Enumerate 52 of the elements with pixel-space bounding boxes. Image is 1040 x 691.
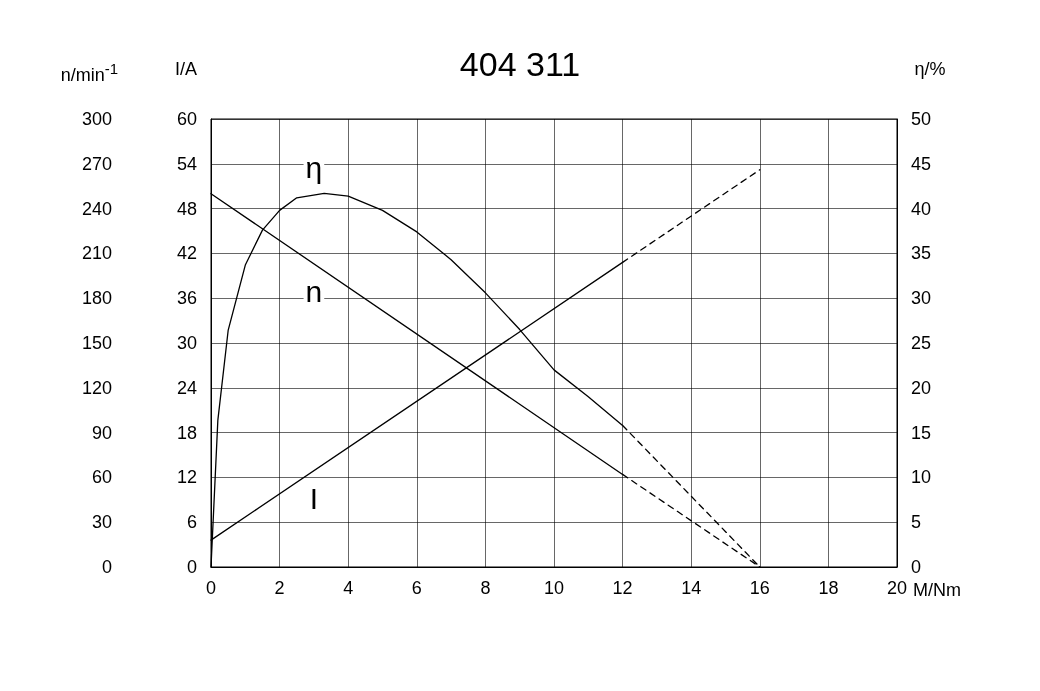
y3-tick-label: 45 (911, 153, 932, 174)
x-tick-label: 10 (543, 578, 565, 598)
y3-tick-label: 5 (911, 512, 922, 533)
series-label: η (305, 150, 323, 184)
y2-axis-title: I/A (174, 58, 198, 80)
series-label: I (309, 482, 319, 516)
y2-tick-label: 42 (176, 243, 197, 264)
y-tick-label: 270 (81, 153, 112, 174)
y-axis-title: n/min$^{-1}$ (60, 59, 118, 86)
y2-tick-label: 12 (176, 467, 197, 488)
x-tick-label: 2 (274, 578, 285, 598)
y2-tick-label: 30 (176, 333, 197, 353)
y2-tick-label: 48 (176, 198, 197, 219)
y2-tick-label: 18 (176, 422, 197, 443)
y3-tick-label: 40 (911, 198, 932, 219)
y2-tick-label: 6 (186, 512, 197, 533)
x-tick-label: 4 (343, 578, 354, 598)
x-tick-label: 20 (886, 578, 908, 598)
x-tick-label: 12 (612, 578, 633, 598)
y2-tick-label: 36 (176, 288, 197, 309)
y3-tick-label: 10 (911, 467, 932, 488)
y-tick-label: 240 (81, 198, 112, 219)
x-tick-label: 14 (681, 578, 702, 598)
y2-tick-label: 60 (176, 109, 197, 129)
y-tick-label: 150 (81, 333, 112, 353)
y-tick-label: 300 (81, 109, 112, 129)
y-tick-label: 60 (91, 467, 112, 488)
y3-tick-label: 0 (911, 557, 922, 577)
x-tick-label: 16 (749, 578, 770, 598)
y-tick-label: 90 (91, 422, 112, 443)
y2-tick-label: 54 (176, 153, 197, 174)
x-tick-label: 18 (818, 578, 839, 598)
x-axis-title: M/Nm (912, 580, 961, 600)
y-tick-label: 180 (81, 288, 112, 309)
y-tick-label: 30 (91, 512, 112, 533)
y3-tick-label: 50 (911, 109, 932, 129)
y3-tick-label: 15 (911, 422, 932, 443)
y3-tick-label: 30 (911, 288, 932, 309)
x-tick-label: 6 (411, 578, 422, 598)
y3-tick-label: 35 (911, 243, 932, 264)
y2-tick-label: 0 (186, 557, 197, 577)
y2-tick-label: 24 (176, 377, 197, 398)
y-tick-label: 210 (81, 243, 112, 264)
y3-tick-label: 20 (911, 377, 932, 398)
series-label: n (305, 275, 323, 309)
chart-title: 404 311 (459, 45, 581, 83)
x-tick-label: 0 (205, 578, 217, 598)
y-tick-label: 120 (81, 377, 112, 398)
y3-axis-title: η/% (914, 58, 946, 80)
y3-tick-label: 25 (911, 333, 932, 353)
x-tick-label: 8 (480, 578, 491, 598)
y-tick-label: 0 (101, 557, 112, 577)
